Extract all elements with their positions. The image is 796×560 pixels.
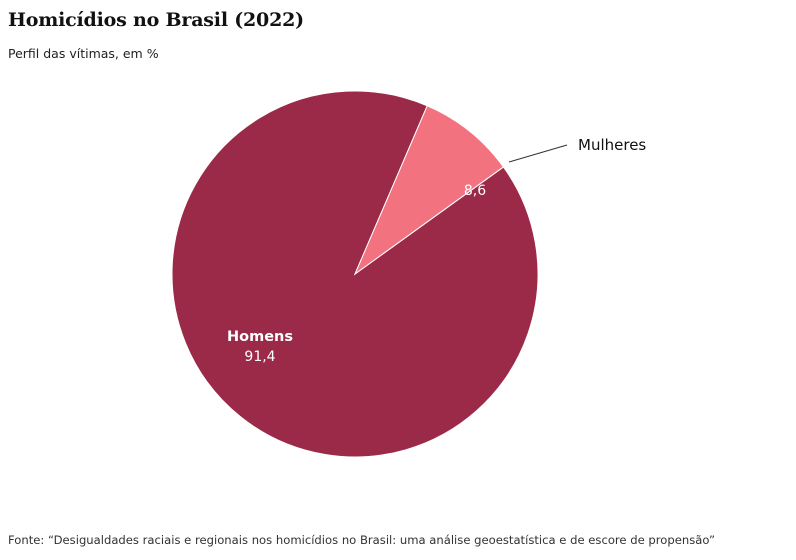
pie-slice-mulheres <box>353 105 505 276</box>
slice-label-mulheres: Mulheres <box>578 136 646 154</box>
chart-title: Homicídios no Brasil (2022) <box>8 9 304 31</box>
slice-value-mulheres: 8,6 <box>464 183 486 199</box>
slice-label-homens: Homens <box>227 329 293 345</box>
pie-slices <box>171 90 539 458</box>
slice-value-homens: 91,4 <box>244 349 275 365</box>
chart-subtitle: Perfil das vítimas, em % <box>8 46 159 61</box>
mulheres-leader-line <box>508 144 568 163</box>
source-note: Fonte: “Desigualdades raciais e regionai… <box>8 533 716 547</box>
